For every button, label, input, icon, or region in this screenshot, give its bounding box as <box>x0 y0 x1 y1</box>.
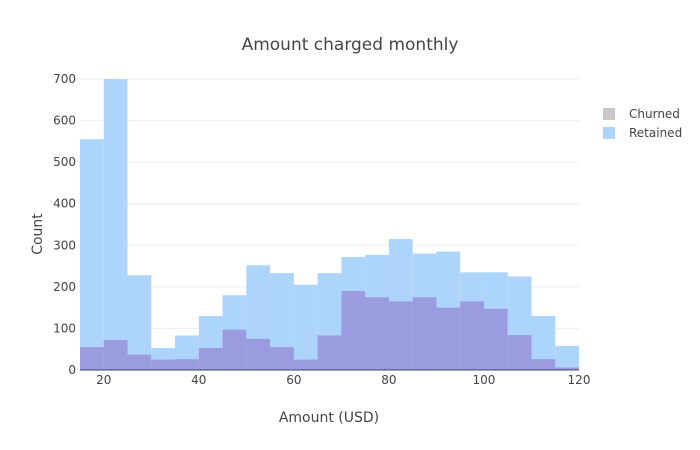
bar-retained[interactable] <box>555 345 579 370</box>
bar-churned[interactable] <box>127 354 152 370</box>
x-tick-label: 80 <box>381 373 396 387</box>
bar-churned[interactable] <box>80 347 104 370</box>
bar-churned[interactable] <box>507 335 532 370</box>
x-tick-label: 120 <box>568 373 591 387</box>
axes: 0 100 200 300 400 500 600 700 20 40 60 80 100 120 <box>53 72 590 387</box>
x-axis-title: Amount (USD) <box>279 410 379 426</box>
bar-churned[interactable] <box>412 297 437 370</box>
x-tick-label: 20 <box>96 373 111 387</box>
bar-churned[interactable] <box>103 340 128 370</box>
chart-title: Amount charged monthly <box>242 35 459 55</box>
bar-churned[interactable] <box>388 301 413 370</box>
bar-retained[interactable] <box>293 284 318 370</box>
bar-churned[interactable] <box>460 301 484 370</box>
y-tick-label: 300 <box>53 238 76 252</box>
legend-item-retained[interactable]: Retained <box>603 126 682 140</box>
y-tick-label: 400 <box>53 197 76 211</box>
bar-churned[interactable] <box>531 359 556 370</box>
bar-retained[interactable] <box>531 315 556 370</box>
bar-churned[interactable] <box>246 338 271 370</box>
grid-lines <box>80 78 579 329</box>
bar-churned[interactable] <box>198 347 223 370</box>
bar-churned[interactable] <box>365 297 389 370</box>
legend-item-churned[interactable]: Churned <box>603 107 680 121</box>
y-tick-label: 0 <box>68 363 76 377</box>
y-tick-label: 600 <box>53 114 76 128</box>
bar-churned[interactable] <box>222 329 247 370</box>
bar-retained[interactable] <box>103 79 128 370</box>
bar-churned[interactable] <box>436 307 461 370</box>
bars[interactable] <box>80 79 579 370</box>
y-tick-label: 700 <box>53 72 76 86</box>
y-tick-label: 500 <box>53 155 76 169</box>
y-tick-label: 200 <box>53 280 76 294</box>
bar-churned[interactable] <box>555 367 579 370</box>
bar-churned[interactable] <box>175 359 199 370</box>
x-tick-label: 40 <box>191 373 206 387</box>
bar-churned[interactable] <box>151 359 176 370</box>
legend-label: Churned <box>629 107 680 121</box>
bar-churned[interactable] <box>341 291 366 370</box>
legend-label: Retained <box>629 126 682 140</box>
legend-swatch <box>603 127 615 139</box>
bar-churned[interactable] <box>270 347 294 370</box>
bar-churned[interactable] <box>293 359 318 370</box>
bar-retained[interactable] <box>127 275 152 370</box>
bar-churned[interactable] <box>483 308 508 370</box>
legend[interactable]: Churned Retained <box>603 107 682 140</box>
legend-swatch <box>603 108 615 120</box>
y-tick-label: 100 <box>53 321 76 335</box>
y-axis-title: Count <box>30 213 46 255</box>
bar-churned[interactable] <box>317 335 342 370</box>
x-tick-label: 100 <box>472 373 495 387</box>
bar-retained[interactable] <box>270 273 294 370</box>
x-tick-label: 60 <box>286 373 301 387</box>
series-churned[interactable] <box>80 291 579 370</box>
bar-retained[interactable] <box>80 139 104 370</box>
